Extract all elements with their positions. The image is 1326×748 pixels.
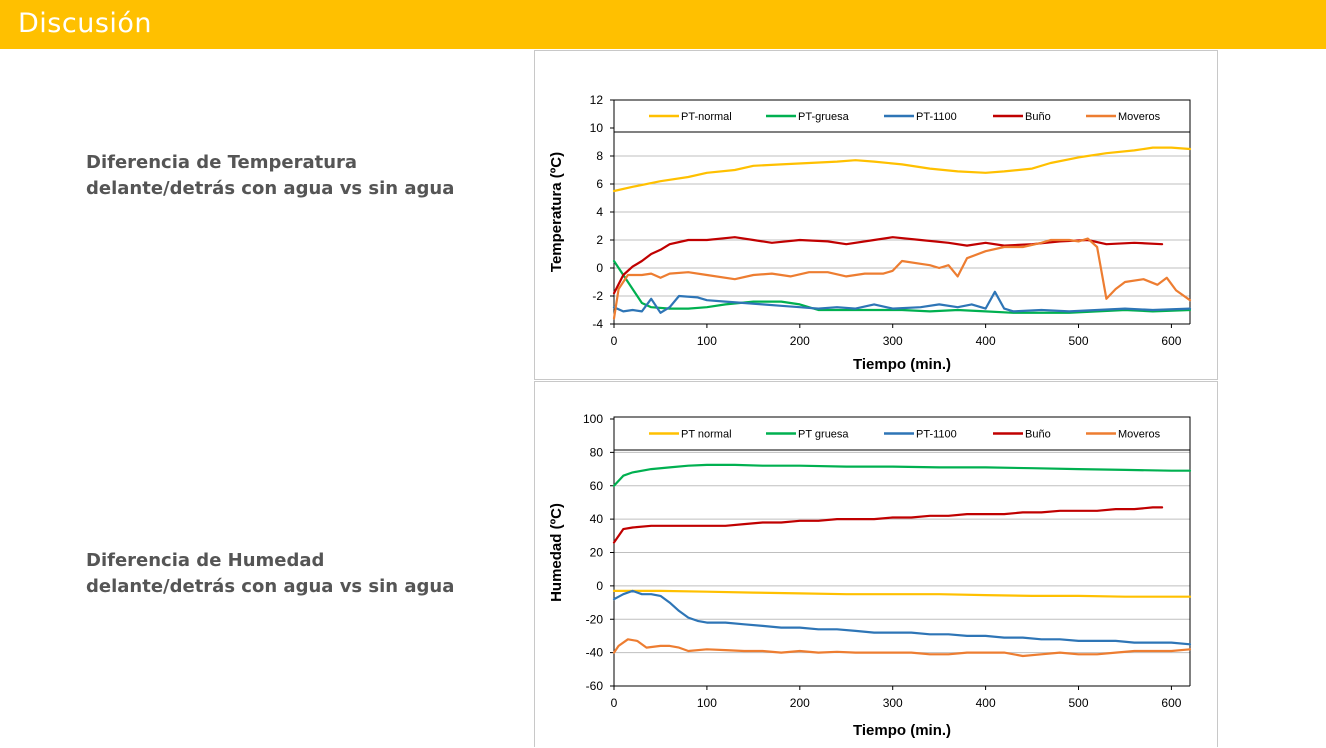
y-tick-label: -2	[592, 289, 603, 303]
series-line-pt-1100	[612, 589, 1192, 646]
x-tick-label: 600	[1161, 334, 1181, 348]
series-line-buno	[612, 506, 1164, 544]
x-tick-label: 200	[790, 334, 810, 348]
temperature-caption: Diferencia de Temperatura delante/detrás…	[86, 150, 454, 202]
x-axis-label: Tiempo (min.)	[853, 356, 951, 373]
legend-label-pt-gruesa: PT-gruesa	[798, 111, 850, 123]
series-line-pt-normal	[612, 589, 1192, 598]
legend-label-pt-1100: PT-1100	[916, 111, 957, 123]
series-line-buno	[612, 236, 1164, 295]
humidity-chart-frame: -60 -40 -20 0 20 40 60 80 100 0 100 200 300 400 500 600…	[534, 381, 1218, 747]
legend-label-pt-gruesa: PT gruesa	[798, 429, 849, 441]
y-tick-label: -20	[586, 612, 604, 626]
x-tick-label: 300	[883, 696, 903, 710]
y-tick-label: 60	[590, 479, 604, 493]
temperature-chart-frame: -4 -2 0 2 4 6 8 10 12 0 100 200 300 400 500 600 PT-norma…	[534, 50, 1218, 380]
series-line-pt-gruesa	[612, 463, 1192, 487]
y-tick-label: 20	[590, 546, 604, 560]
x-tick-label: 200	[790, 696, 810, 710]
x-tick-label: 500	[1069, 696, 1089, 710]
humidity-chart: -60 -40 -20 0 20 40 60 80 100 0 100 200 300 400 500 600…	[548, 412, 1192, 739]
humidity-caption-line2: delante/detrás con agua vs sin agua	[86, 576, 455, 597]
y-tick-label: 0	[596, 579, 603, 593]
y-axis-label: Temperatura (ºC)	[548, 152, 565, 272]
legend-label-moveros: Moveros	[1118, 429, 1161, 441]
y-tick-label: -60	[586, 679, 604, 693]
y-tick-label: 40	[590, 512, 604, 526]
slide-title: Discusión	[18, 8, 153, 39]
y-tick-label: 8	[596, 149, 603, 163]
y-tick-label: 2	[596, 233, 603, 247]
y-tick-label: 12	[590, 93, 604, 107]
y-tick-label: 6	[596, 177, 603, 191]
x-tick-label: 600	[1161, 696, 1181, 710]
x-tick-label: 100	[697, 334, 717, 348]
temperature-caption-line2: delante/detrás con agua vs sin agua	[86, 178, 455, 199]
x-tick-label: 400	[976, 334, 996, 348]
series-line-pt-1100	[612, 290, 1192, 314]
legend-label-pt-normal: PT normal	[681, 429, 732, 441]
y-axis-label: Humedad (ºC)	[548, 503, 565, 602]
temperature-caption-line1: Diferencia de Temperatura	[86, 152, 358, 173]
y-tick-label: 10	[590, 121, 604, 135]
x-tick-label: 300	[883, 334, 903, 348]
x-axis-label: Tiempo (min.)	[853, 722, 951, 739]
humidity-caption-line1: Diferencia de Humedad	[86, 550, 325, 571]
legend-label-buno: Buño	[1025, 111, 1051, 123]
legend-label-moveros: Moveros	[1118, 111, 1161, 123]
y-tick-label: 0	[596, 261, 603, 275]
legend-label-pt-1100: PT-1100	[916, 429, 957, 441]
legend-label-pt-normal: PT-normal	[681, 111, 732, 123]
x-tick-label: 500	[1069, 334, 1089, 348]
x-tick-label: 0	[611, 334, 618, 348]
series-line-moveros	[612, 237, 1192, 320]
humidity-caption: Diferencia de Humedad delante/detrás con…	[86, 548, 454, 600]
slide-header: Discusión	[0, 0, 1326, 49]
x-tick-label: 400	[976, 696, 996, 710]
series-line-moveros	[612, 638, 1192, 658]
y-tick-label: -40	[586, 646, 604, 660]
y-tick-label: 4	[596, 205, 603, 219]
y-tick-label: 100	[583, 412, 603, 426]
series-line-pt-gruesa	[612, 259, 1192, 314]
series-line-pt-normal	[612, 146, 1192, 193]
y-tick-label: -4	[592, 317, 603, 331]
legend-label-buno: Buño	[1025, 429, 1051, 441]
x-tick-label: 100	[697, 696, 717, 710]
x-tick-label: 0	[611, 696, 618, 710]
y-tick-label: 80	[590, 445, 604, 459]
temperature-chart: -4 -2 0 2 4 6 8 10 12 0 100 200 300 400 500 600 PT-norma…	[548, 93, 1192, 373]
